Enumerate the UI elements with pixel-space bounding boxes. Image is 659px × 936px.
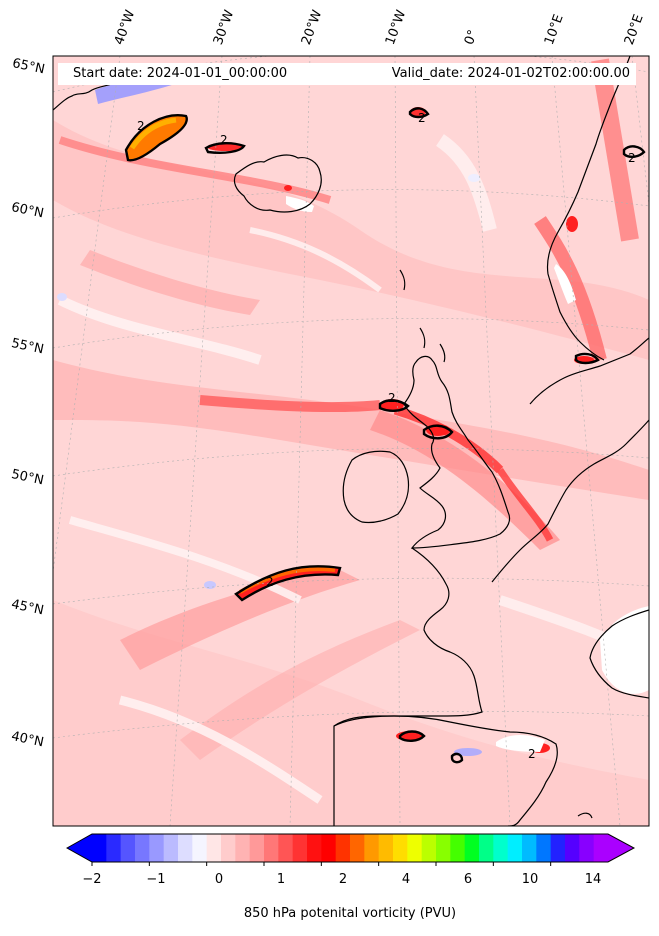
colorbar-segment [206,834,222,862]
colorbar-title: 850 hPa potenital vorticity (PVU) [243,906,457,921]
colorbar-segment [450,834,466,862]
cbar-tick-label: 10 [521,872,539,887]
cbar-tick-label: −1 [146,872,166,887]
valid-date: Valid_date: 2024-01-02T02:00:00.00 [391,66,630,81]
colorbar-under-triangle [67,834,92,862]
svg-text:2: 2 [266,575,274,589]
colorbar-segment [550,834,566,862]
cbar-tick-label: 2 [338,872,348,887]
coastlines [53,56,649,826]
colorbar-segment [436,834,451,862]
cbar-tick-label: 1 [276,872,286,887]
start-date: Start date: 2024-01-01_00:00:00 [73,66,288,81]
svg-text:2: 2 [137,119,145,133]
colorbar-segment [565,834,580,862]
svg-text:2: 2 [528,747,536,761]
colorbar-segment [321,834,337,862]
colorbar-segment [163,834,179,862]
colorbar-segment [120,834,136,862]
cbar-tick-label: 6 [463,872,473,887]
colorbar-segment [307,834,322,862]
colorbar-segment [493,834,509,862]
pv-2-contours [124,107,646,764]
colorbar-segment [364,834,380,862]
colorbar-segment [221,834,236,862]
colorbar-segment [278,834,294,862]
colorbar-segment [192,834,208,862]
colorbar-segment [264,834,279,862]
svg-text:2: 2 [418,111,426,125]
colorbar-segment [593,834,609,862]
svg-text:2: 2 [628,151,636,165]
colorbar-segment [393,834,408,862]
colorbar-segment [106,834,122,862]
colorbar-segment [92,834,107,862]
svg-text:2: 2 [388,391,396,405]
colorbar-segment [421,834,437,862]
colorbar-over-triangle [608,834,634,862]
colorbar-segment [335,834,351,862]
colorbar-segment [178,834,193,862]
colorbar-segment [536,834,552,862]
cbar-tick-label: −2 [82,872,102,887]
pv-field [53,56,649,826]
colorbar-segment [350,834,365,862]
colorbar-segment [235,834,251,862]
colorbar-segment [149,834,165,862]
colorbar-segment [292,834,308,862]
colorbar-segment [249,834,265,862]
colorbar-segment [479,834,494,862]
svg-text:2: 2 [220,133,228,147]
colorbar-segment [464,834,480,862]
colorbar [65,833,636,866]
colorbar-segment [407,834,423,862]
cbar-tick-label: 4 [401,872,411,887]
header-band [58,63,636,85]
colorbar-segment [579,834,595,862]
colorbar-segment [378,834,394,862]
cbar-tick-label: 0 [214,872,224,887]
cbar-tick-label: 14 [584,872,602,887]
contour-labels: 2 2 2 2 2 2 2 [137,111,636,761]
colorbar-segment [507,834,523,862]
colorbar-segment [522,834,537,862]
map-frame [52,55,650,827]
colorbar-segment [135,834,150,862]
